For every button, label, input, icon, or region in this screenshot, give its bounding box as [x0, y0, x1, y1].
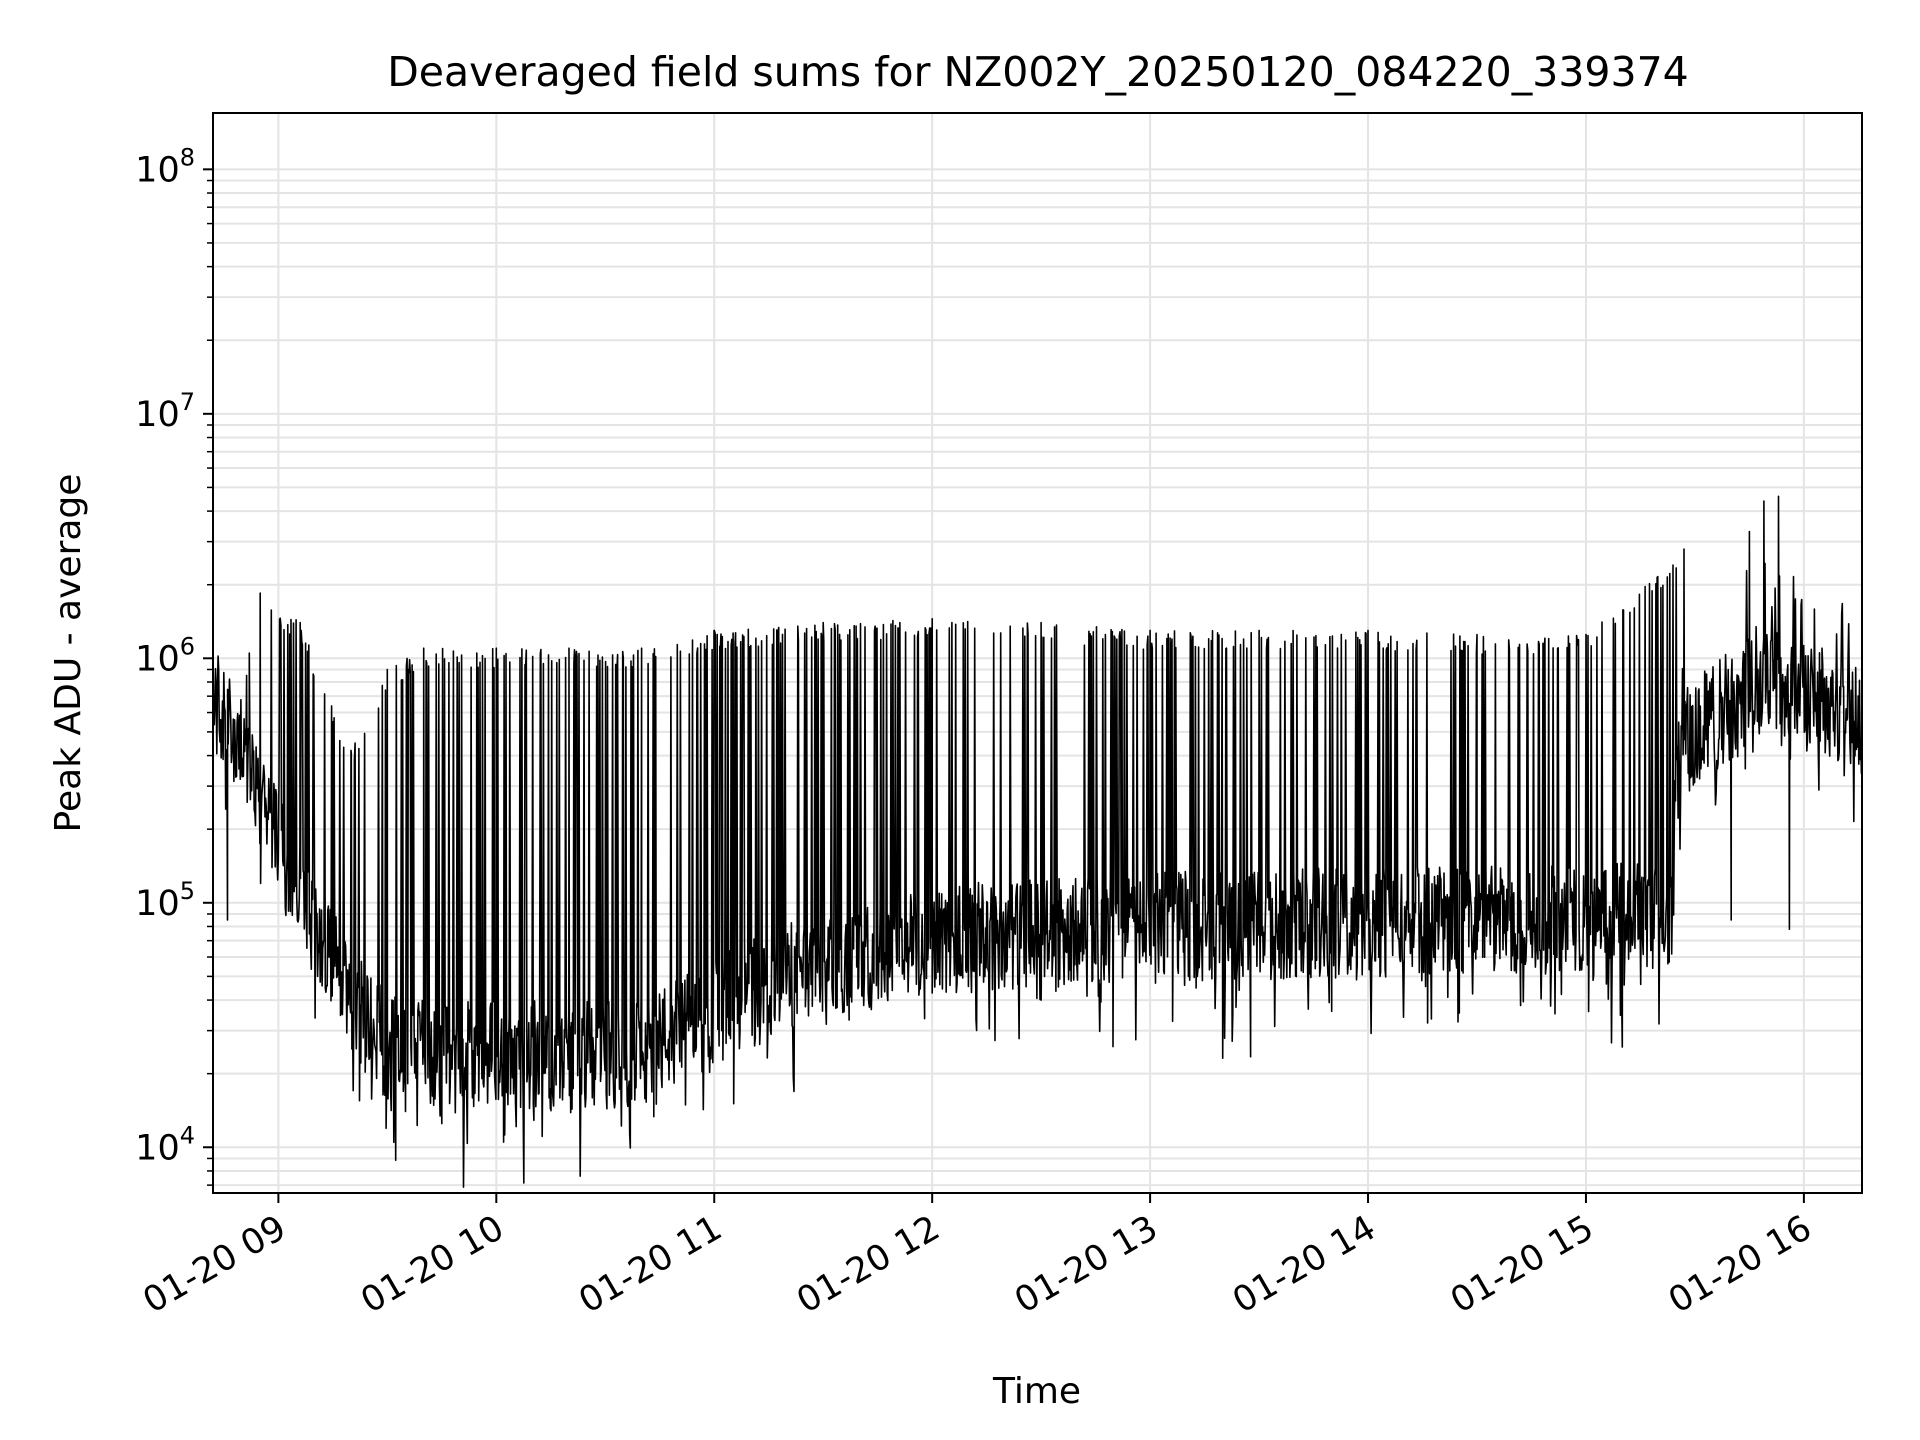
- y-axis-label: Peak ADU - average: [48, 474, 89, 833]
- x-axis-label: Time: [992, 1371, 1081, 1412]
- y-tick-label: 105: [135, 877, 195, 924]
- y-tick-label: 108: [135, 143, 195, 190]
- plot-frame: [212, 112, 1863, 1194]
- series-line: [213, 495, 1862, 1188]
- chart-title: Deaveraged field sums for NZ002Y_2025012…: [387, 48, 1689, 96]
- y-axis: 104 105 106 107 108: [135, 143, 213, 1186]
- y-tick-label: 106: [135, 632, 195, 679]
- y-tick-label: 104: [135, 1121, 195, 1168]
- series-layer: [213, 495, 1862, 1188]
- y-tick-label: 107: [135, 388, 195, 435]
